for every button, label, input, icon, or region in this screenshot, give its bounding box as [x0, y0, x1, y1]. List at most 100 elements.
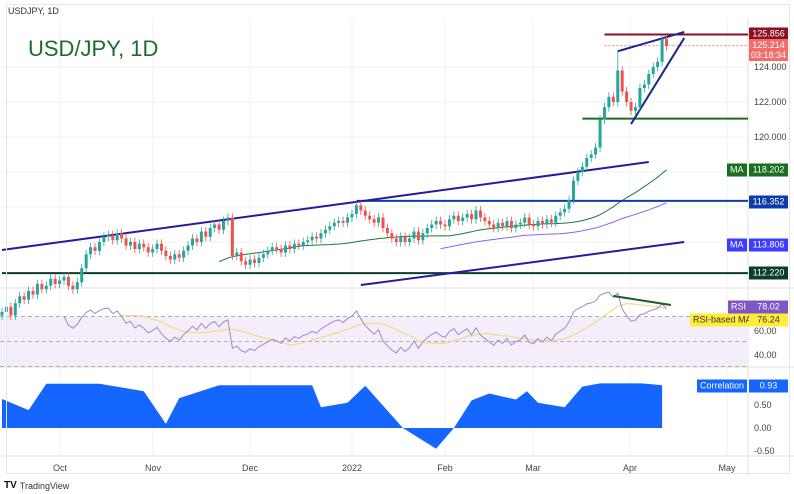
candle-body [571, 180, 575, 200]
candle-body [62, 277, 66, 281]
candle-body [288, 245, 292, 249]
candle-body [602, 107, 606, 120]
candle-body [665, 39, 668, 46]
rsi-ma-value: 76.24 [749, 313, 788, 327]
candle-body [133, 242, 137, 249]
tradingview-logo[interactable]: TV TradingView [4, 480, 69, 491]
bar-countdown: 03:18:34 [750, 50, 787, 60]
candle-body [540, 221, 544, 225]
candle-body [151, 249, 155, 253]
candle-body [350, 214, 354, 218]
candle-body [647, 74, 651, 85]
candle-body [425, 228, 429, 234]
current-price: 125.214 [752, 40, 785, 50]
candle-body [31, 291, 35, 295]
candle-body [456, 215, 460, 221]
candle-body [514, 224, 518, 228]
candle-body [496, 222, 500, 228]
candle-body [359, 205, 363, 211]
candle-body [363, 210, 367, 216]
candle-body [155, 243, 159, 249]
candle-body [213, 224, 217, 228]
trendline [630, 37, 686, 125]
correlation-area [2, 383, 663, 449]
candle-body [430, 224, 434, 228]
candle-body [248, 259, 252, 265]
time-label: Feb [437, 463, 453, 473]
candle-body [208, 228, 212, 237]
rsi-tick: 60.00 [754, 326, 777, 336]
candle-body [195, 238, 199, 242]
level-125-856-label: 125.856 [749, 27, 788, 41]
candle-body [447, 219, 451, 227]
candle-body [523, 217, 527, 223]
candle-body [567, 200, 571, 209]
correlation-tick: 0.50 [754, 400, 772, 410]
candle-body [159, 243, 163, 251]
candle-body [368, 215, 372, 220]
candle-body [97, 242, 101, 251]
rsi-ma-tag: RSI-based MA [690, 313, 755, 327]
candle-body [284, 245, 288, 253]
candle-body [461, 217, 465, 221]
candle-body [279, 249, 283, 253]
price-tick: 122.000 [754, 97, 787, 107]
candle-body [66, 277, 70, 286]
candle-body [49, 278, 53, 286]
candle-body [633, 107, 637, 111]
candle-body [434, 221, 438, 225]
candle-body [257, 257, 261, 263]
candle-body [439, 221, 443, 225]
candle-body [266, 250, 270, 255]
candle-body [0, 312, 4, 316]
candle-body [642, 84, 646, 88]
candle-body [545, 219, 549, 225]
candle-body [306, 240, 310, 242]
candle-body [35, 284, 39, 295]
candle-body [18, 296, 22, 304]
candle-body [412, 231, 416, 239]
symbol-label: USDJPY, 1D [8, 6, 59, 16]
candle-body [111, 235, 115, 241]
candle-body [142, 243, 146, 248]
candle-body [660, 39, 664, 62]
candle-body [186, 245, 190, 251]
candle-body [589, 154, 593, 158]
candle-body [492, 224, 496, 228]
candle-body [310, 236, 314, 241]
candle-body [465, 214, 469, 218]
candle-body [611, 96, 615, 102]
candle-body [292, 243, 296, 249]
candle-body [137, 243, 141, 249]
trendline [617, 31, 685, 53]
candle-body [75, 282, 79, 290]
chart-title: USD/JPY, 1D [28, 36, 159, 61]
candle-body [44, 285, 48, 290]
candle-body [261, 254, 265, 258]
time-label: May [718, 463, 736, 473]
candle-body [536, 221, 540, 227]
candle-body [625, 91, 629, 102]
time-label: Mar [525, 463, 541, 473]
candle-body [346, 217, 350, 223]
candle-body [483, 217, 487, 221]
candle-body [22, 296, 26, 300]
candle-body [616, 70, 620, 102]
candle-body [620, 70, 624, 92]
ma-slow-value: 113.806 [749, 238, 788, 252]
time-label: Dec [241, 463, 259, 473]
candle-body [332, 222, 336, 227]
candle-body [80, 268, 84, 283]
candle-body [341, 221, 345, 223]
candle-body [275, 247, 279, 249]
candle-body [580, 166, 584, 172]
candle-body [146, 247, 150, 253]
brand-name: TradingView [19, 480, 70, 491]
candle-body [182, 250, 186, 258]
price-tick: 124.000 [754, 62, 787, 72]
candle-body [93, 247, 97, 251]
candle-body [106, 235, 110, 237]
candle-body [354, 205, 358, 214]
candle-body [377, 217, 381, 223]
